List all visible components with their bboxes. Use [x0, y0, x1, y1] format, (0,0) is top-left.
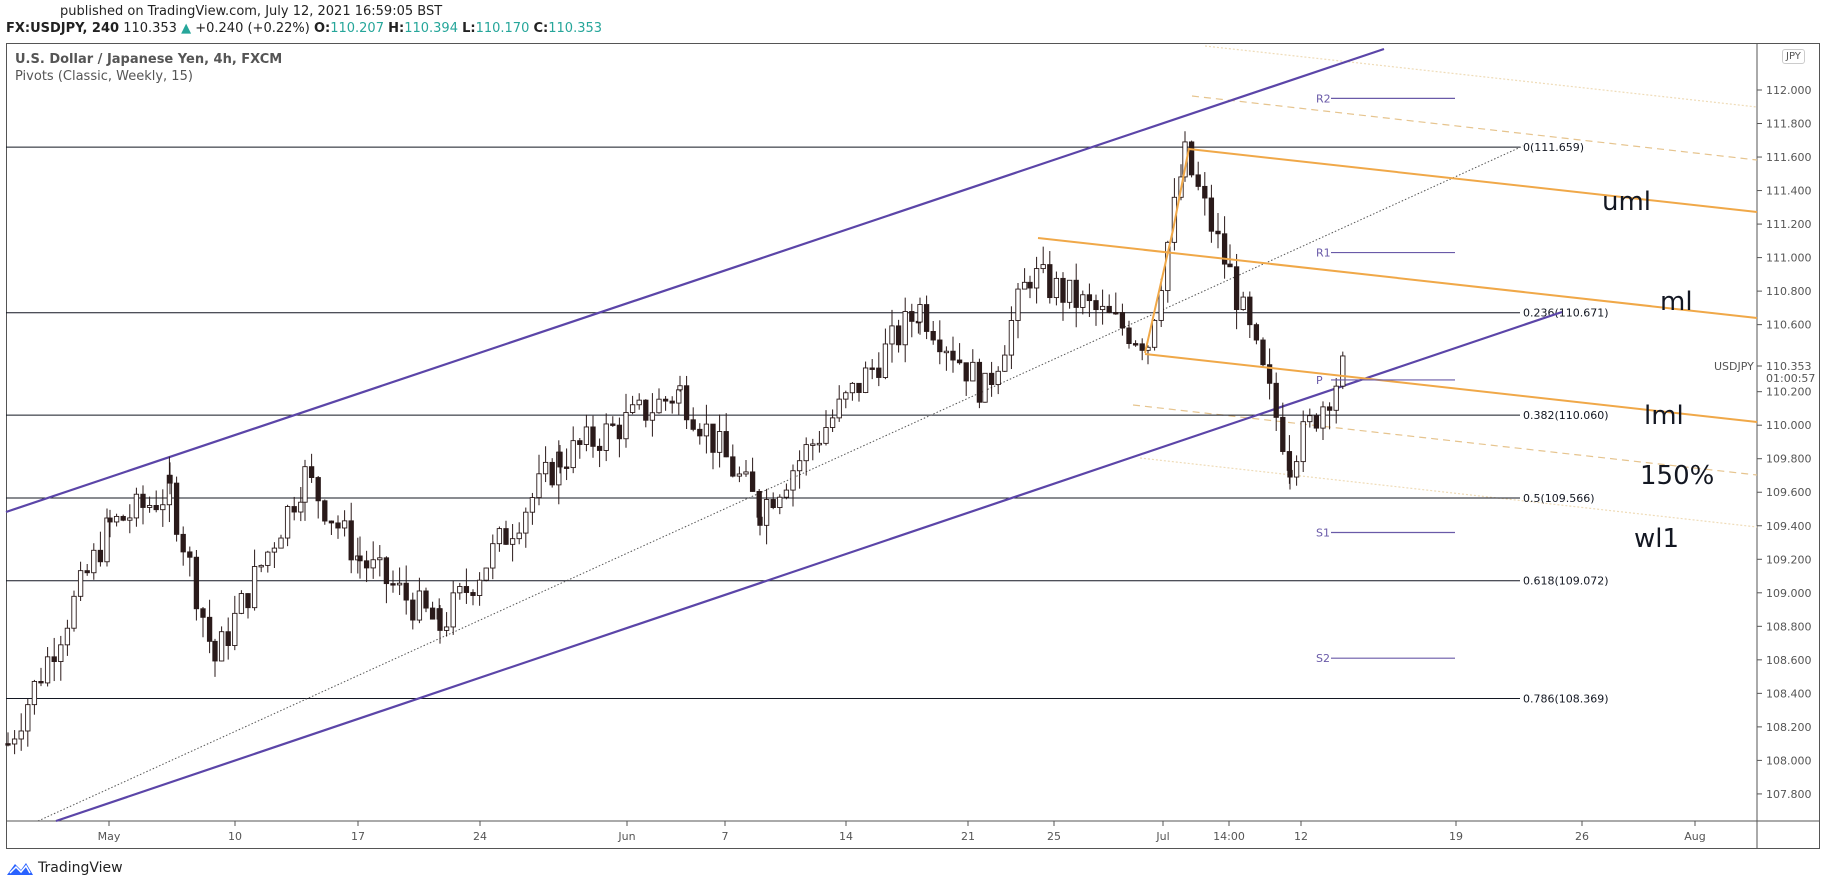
label-lml: lml — [1644, 401, 1684, 431]
close-label: C: — [533, 21, 549, 36]
price-tick-label: 108.800 — [1766, 620, 1812, 633]
label-ml: ml — [1660, 287, 1693, 317]
pivot-label: R2 — [1316, 92, 1331, 105]
price-tick-label: 109.200 — [1766, 553, 1812, 566]
price-tick-label: 108.000 — [1766, 754, 1812, 767]
price-tick-label: 110.000 — [1766, 419, 1812, 432]
date-tick-label: May — [98, 830, 121, 843]
price-tick-label: 108.200 — [1766, 721, 1812, 734]
low-label: L: — [462, 21, 476, 36]
pivot-levels: R2 R1 P S1 S2 — [1316, 92, 1455, 665]
label-150pct: 150% — [1640, 461, 1714, 491]
date-tick-label: 26 — [1575, 830, 1589, 843]
label-wl1: wl1 — [1634, 524, 1679, 554]
symbol-tag: USDJPY — [1714, 360, 1754, 373]
tradingview-footer[interactable]: TradingView — [6, 860, 123, 876]
price-tick-label: 109.400 — [1766, 520, 1812, 533]
price-tick-label: 109.800 — [1766, 453, 1812, 466]
date-tick-label: 14:00 — [1213, 830, 1245, 843]
date-tick-label: Jun — [617, 830, 635, 843]
price-tick-label: 109.600 — [1766, 486, 1812, 499]
tradingview-brand: TradingView — [38, 860, 123, 876]
chart-legend-title: U.S. Dollar / Japanese Yen, 4h, FXCM — [15, 52, 283, 67]
chart-frame — [6, 43, 1820, 849]
price-tick-label: 108.400 — [1766, 687, 1812, 700]
up-arrow-icon: ▲ — [181, 21, 192, 36]
date-tick-label: 14 — [839, 830, 853, 843]
pivot-label: S2 — [1316, 652, 1330, 665]
fib-level-label: 0.5(109.566) — [1523, 492, 1595, 505]
indicator-legend[interactable]: Pivots (Classic, Weekly, 15) — [15, 69, 193, 84]
high-value: 110.394 — [404, 21, 458, 36]
symbol-ohlc-bar: FX:USDJPY, 240 110.353 ▲ +0.240 (+0.22%)… — [6, 21, 602, 36]
fib-level-label: 0.618(109.072) — [1523, 575, 1609, 588]
currency-button[interactable]: JPY — [1782, 49, 1805, 64]
pivot-label: P — [1316, 374, 1323, 387]
high-label: H: — [388, 21, 405, 36]
candlestick-series — [5, 131, 1346, 755]
pivot-label: S1 — [1316, 526, 1330, 539]
price-tick-label: 111.800 — [1766, 118, 1812, 131]
time-axis[interactable]: May 10 17 24 Jun 7 14 21 25 Jul 14:00 12 19 26 Aug — [98, 821, 1706, 843]
price-change: +0.240 (+0.22%) — [195, 21, 310, 36]
fib-level-label: 0.382(110.060) — [1523, 409, 1609, 422]
close-value: 110.353 — [548, 21, 603, 36]
label-uml: uml — [1602, 187, 1651, 217]
pitchfork-outer-lines — [1132, 45, 1758, 528]
price-axis[interactable]: 112.000 111.800 111.600 111.400 111.200 111.0… — [1757, 84, 1812, 801]
fib-level-label: 0.786(108.369) — [1523, 693, 1609, 706]
date-tick-label: Aug — [1684, 830, 1705, 843]
price-tick-label: 110.600 — [1766, 319, 1812, 332]
price-tick-label: 111.000 — [1766, 252, 1812, 265]
date-tick-label: Jul — [1155, 830, 1169, 843]
date-tick-label: 12 — [1294, 830, 1308, 843]
fib-retracement[interactable]: 0(111.659) 0.236(110.671) 0.382(110.060) 0.… — [6, 141, 1609, 706]
date-tick-label: 24 — [473, 830, 487, 843]
current-price-label: 110.353 — [1766, 360, 1812, 373]
dotted-trendline — [37, 145, 1524, 822]
open-label: O: — [313, 21, 331, 36]
date-tick-label: 10 — [228, 830, 242, 843]
price-tick-label: 111.400 — [1766, 185, 1812, 198]
symbol-label: FX:USDJPY, 240 — [6, 21, 120, 36]
price-tick-label: 111.600 — [1766, 151, 1812, 164]
price-tick-label: 112.000 — [1766, 84, 1812, 97]
pitchfork[interactable] — [1037, 147, 1758, 423]
date-tick-label: 19 — [1449, 830, 1463, 843]
price-tick-label: 111.200 — [1766, 218, 1812, 231]
price-tick-label: 110.800 — [1766, 285, 1812, 298]
low-value: 110.170 — [475, 21, 530, 36]
open-value: 110.207 — [330, 21, 384, 36]
published-note: published on TradingView.com, July 12, 2… — [60, 4, 443, 19]
pivot-label: R1 — [1316, 247, 1331, 260]
price-tick-label: 109.000 — [1766, 587, 1812, 600]
fib-level-label: 0(111.659) — [1523, 141, 1584, 154]
channel-upper-line[interactable] — [5, 47, 1385, 514]
channel-lower-line[interactable] — [55, 310, 1563, 823]
price-tick-label: 110.200 — [1766, 386, 1812, 399]
date-tick-label: 21 — [961, 830, 975, 843]
date-tick-label: 17 — [351, 830, 365, 843]
fib-level-label: 0.236(110.671) — [1523, 307, 1609, 320]
price-tick-label: 108.600 — [1766, 654, 1812, 667]
last-price: 110.353 — [123, 21, 177, 36]
date-tick-label: 7 — [722, 830, 729, 843]
tradingview-logo-icon — [7, 863, 33, 875]
price-tick-label: 107.800 — [1766, 788, 1812, 801]
date-tick-label: 25 — [1047, 830, 1061, 843]
countdown-label: 01:00:57 — [1766, 372, 1815, 385]
current-price-box — [1763, 357, 1819, 385]
